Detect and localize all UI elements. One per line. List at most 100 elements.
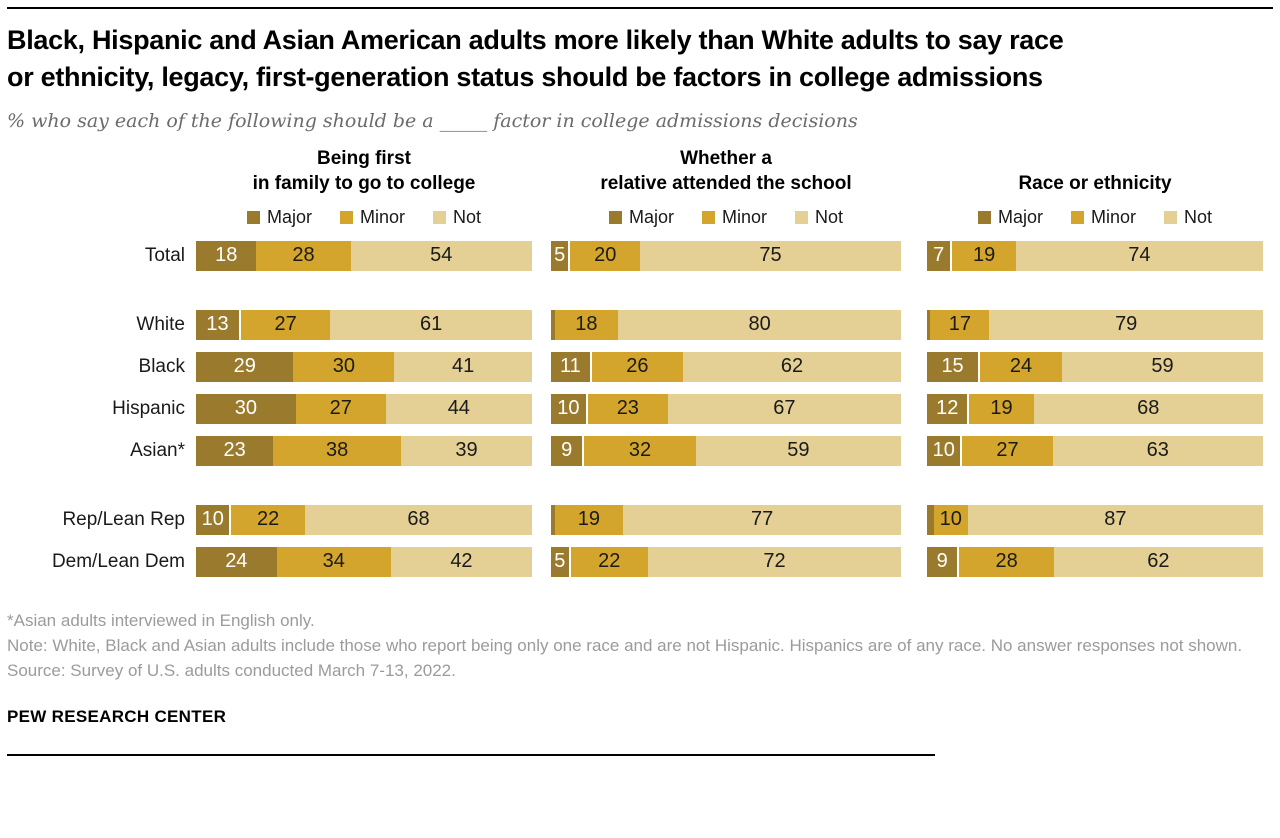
bar-segment-not: 39 [400,435,533,466]
bar-segment-not: 62 [1053,546,1263,577]
bar-segment-not: 79 [989,309,1264,340]
stacked-bar: 13 27 61 [196,309,532,340]
stacked-bar: 9 28 62 [927,546,1263,577]
bar-segment-major: 10 [927,435,963,466]
row-label: Dem/Lean Dem [51,550,185,572]
bar-segment-minor: 38 [273,435,401,466]
bottom-rule [7,754,935,757]
bar-segment-minor: 30 [293,351,395,382]
legend-label: Not [815,206,844,227]
bar-segment-minor: 27 [962,435,1053,466]
legend-label: Minor [1090,206,1136,227]
chart-row: Total 18 28 54 5 20 75 7 19 74 [7,240,1273,271]
bar-segment-not: 68 [1033,393,1263,424]
bar-segment-minor: 10 [933,504,968,535]
stacked-bar: 15 24 59 [927,351,1263,382]
bar-segment-major: 24 [196,546,277,577]
chart-row: Hispanic 30 27 44 10 23 67 12 19 68 [7,393,1273,424]
bar-segment-minor: 27 [295,393,386,424]
panel-header-row: Being first in family to go to college Maj… [7,146,1273,241]
chart-title: Black, Hispanic and Asian American adult… [7,22,1273,97]
chart-title-line-2: or ethnicity, legacy, first-generation s… [7,62,1043,93]
stacked-bar: 12 19 68 [927,393,1263,424]
bar-segment-not: 67 [667,393,901,424]
bar-segment-not: 54 [350,240,532,271]
legend-swatch-icon [433,210,446,224]
legend-swatch-icon [339,210,353,224]
panel-title: Race or ethnicity [927,171,1263,196]
bar-segment-major: 30 [196,393,296,424]
bar-segment-minor: 26 [591,351,684,382]
legend-item-not: Not [795,207,843,228]
bar-segment-not: 63 [1052,435,1264,466]
bar-segment-major: 5 [551,546,571,577]
bar-segment-major [927,309,931,340]
panel-title-line: Whether a [680,147,772,169]
bar-segment-major: 15 [927,351,981,382]
bar-segment-not: 41 [394,351,532,382]
legend-swatch-icon [246,210,260,224]
panel-legend: Major Minor Not [927,207,1263,228]
row-label: White [136,313,185,335]
bar-segment-major: 10 [196,504,232,535]
bar-segment-major: 29 [196,351,294,382]
bar-segment-major: 12 [927,393,970,424]
bar-segment-major [551,504,555,535]
bar-segment-not: 74 [1015,240,1263,271]
bar-segment-minor: 34 [276,546,391,577]
legend-item-minor: Minor [1070,206,1136,228]
bar-segment-minor: 28 [256,240,351,271]
legend-item-minor: Minor [701,207,767,228]
stacked-bar: 10 27 63 [927,435,1264,466]
stacked-bar: 7 19 74 [927,240,1263,271]
legend-swatch-icon [795,210,808,224]
bar-segment-minor: 19 [554,504,624,535]
stacked-bar: 10 23 67 [551,393,901,424]
bar-segment-minor: 19 [952,240,1016,271]
panel-title-line: in family to go to college [252,172,476,194]
stacked-bar: 18 28 54 [196,240,532,271]
legend-label: Major [266,206,312,227]
bar-segment-minor: 23 [587,393,668,424]
panel-title-line: Being first [317,147,411,169]
bar-segment-not: 62 [683,351,901,382]
bar-segment-major: 10 [551,393,588,424]
bar-segment-major: 9 [551,435,585,466]
panel-legend: Major Minor Not [196,207,532,228]
stacked-bar: 5 20 75 [551,240,901,271]
bar-segment-minor: 32 [584,435,696,466]
row-label: Asian* [130,439,185,461]
panel-title: Whether a relative attended the school [551,146,901,196]
stacked-bar: 17 79 [927,309,1264,340]
stacked-bar: 19 77 [551,504,901,535]
bar-segment-not: 59 [695,435,901,466]
bar-segment-major: 5 [551,240,571,271]
chart-row: Rep/Lean Rep 10 22 68 19 77 10 87 [7,504,1273,535]
note-asterisk: *Asian adults interviewed in English onl… [7,610,315,630]
legend-item-minor: Minor [339,207,405,228]
chart-notes: *Asian adults interviewed in English onl… [7,608,1273,683]
bar-segment-minor: 27 [240,309,331,340]
chart-row: Dem/Lean Dem 24 34 42 5 22 72 9 28 62 [7,546,1273,577]
legend-label: Not [1184,206,1213,227]
stacked-bar: 30 27 44 [196,393,532,424]
bar-segment-not: 42 [390,546,532,577]
bar-segment-not: 61 [330,309,532,340]
bar-segment-major: 11 [551,351,592,382]
legend-item-not: Not [1164,207,1212,228]
bar-segment-minor: 22 [570,546,648,577]
chart-subtitle: % who say each of the following should b… [7,109,858,132]
stacked-bar: 5 22 72 [551,546,901,577]
bar-segment-major: 13 [196,309,241,340]
bar-segment-not: 87 [967,504,1263,535]
panel-legend: Major Minor Not [551,207,901,228]
legend-swatch-icon [1070,210,1084,224]
legend-item-major: Major [977,207,1043,228]
brand-wordmark: PEW RESEARCH CENTER [7,707,227,727]
bar-segment-minor: 19 [969,393,1034,424]
legend-label: Not [453,206,482,227]
stacked-bar: 10 87 [927,504,1263,535]
bar-segment-major: 23 [196,435,274,466]
panel-title-line: Race or ethnicity [1018,172,1172,194]
bar-segment-minor: 20 [570,240,640,271]
